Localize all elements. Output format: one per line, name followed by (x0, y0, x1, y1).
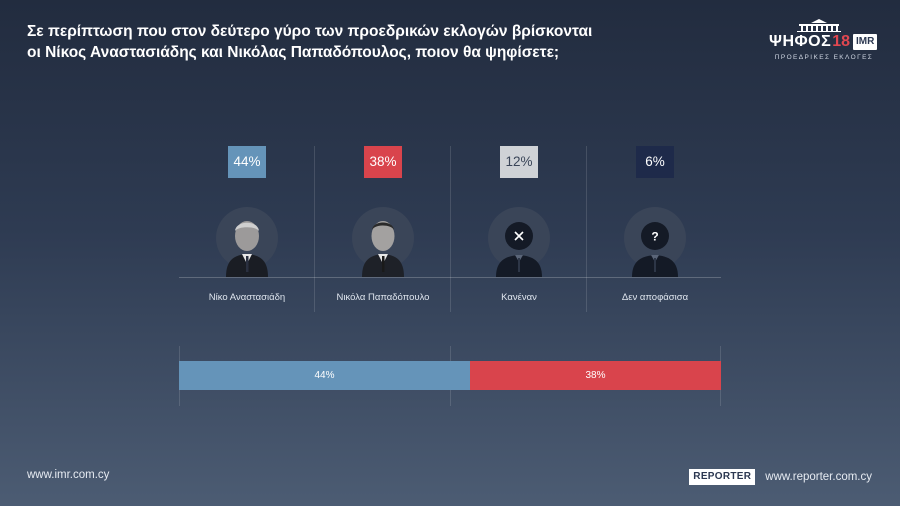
column-divider (586, 146, 587, 312)
logo-year: 18 (832, 33, 850, 50)
parliament-building-icon (797, 19, 841, 32)
candidate-label-papadopoulos: Νικόλα Παπαδόπουλο (336, 292, 430, 303)
imr-website-link[interactable]: www.imr.com.cy (27, 469, 110, 481)
question-title: Σε περίπτωση που στον δεύτερο γύρο των π… (27, 21, 627, 63)
value-badge-none: 12% (500, 146, 538, 178)
option-column-none: 12% Κανέναν (451, 146, 587, 312)
anastasiades-portrait (216, 207, 278, 277)
candidate-column-anastasiades: 44% Νίκο Αναστασιάδη (179, 146, 315, 312)
person-question-icon: ? (624, 207, 686, 277)
reporter-website-link[interactable]: www.reporter.com.cy (765, 471, 872, 483)
question-line-1: Σε περίπτωση που στον δεύτερο γύρο των π… (27, 23, 593, 40)
bar-segment-papadopoulos: 38% (470, 361, 721, 390)
question-line-2: οι Νίκος Αναστασιάδης και Νικόλας Παπαδό… (27, 44, 560, 61)
stacked-comparison-bar: 44% 38% (179, 346, 721, 406)
psifos18-logo: ΨΗΦΟΣ 18 IMR ΠΡΟΕΔΡΙΚΕΣ ΕΚΛΟΓΕΣ (769, 18, 879, 62)
portrait-baseline (179, 277, 721, 278)
imr-logo: IMR (852, 34, 878, 50)
logo-subtitle: ΠΡΟΕΔΡΙΚΕΣ ΕΚΛΟΓΕΣ (774, 54, 874, 61)
column-divider (450, 146, 451, 312)
candidate-label-anastasiades: Νίκο Αναστασιάδη (208, 292, 286, 303)
column-divider (314, 146, 315, 312)
papadopoulos-portrait (352, 207, 414, 277)
option-label-none: Κανέναν (501, 292, 537, 303)
option-label-undecided: Δεν αποφάσισα (621, 292, 689, 303)
value-badge-papadopoulos: 38% (364, 146, 402, 178)
candidate-column-papadopoulos: 38% Νικόλα Παπαδόπουλο (315, 146, 451, 312)
person-x-icon (488, 207, 550, 277)
option-column-undecided: 6% ? Δεν αποφάσισα (587, 146, 723, 312)
value-badge-anastasiades: 44% (228, 146, 266, 178)
footer-right: REPORTER www.reporter.com.cy (689, 469, 872, 485)
svg-text:?: ? (651, 230, 658, 244)
value-badge-undecided: 6% (636, 146, 674, 178)
bar-segment-anastasiades: 44% (179, 361, 470, 390)
logo-word: ΨΗΦΟΣ (769, 33, 832, 50)
reporter-logo: REPORTER (689, 469, 756, 485)
logo-wordmark: ΨΗΦΟΣ 18 IMR (769, 33, 878, 51)
